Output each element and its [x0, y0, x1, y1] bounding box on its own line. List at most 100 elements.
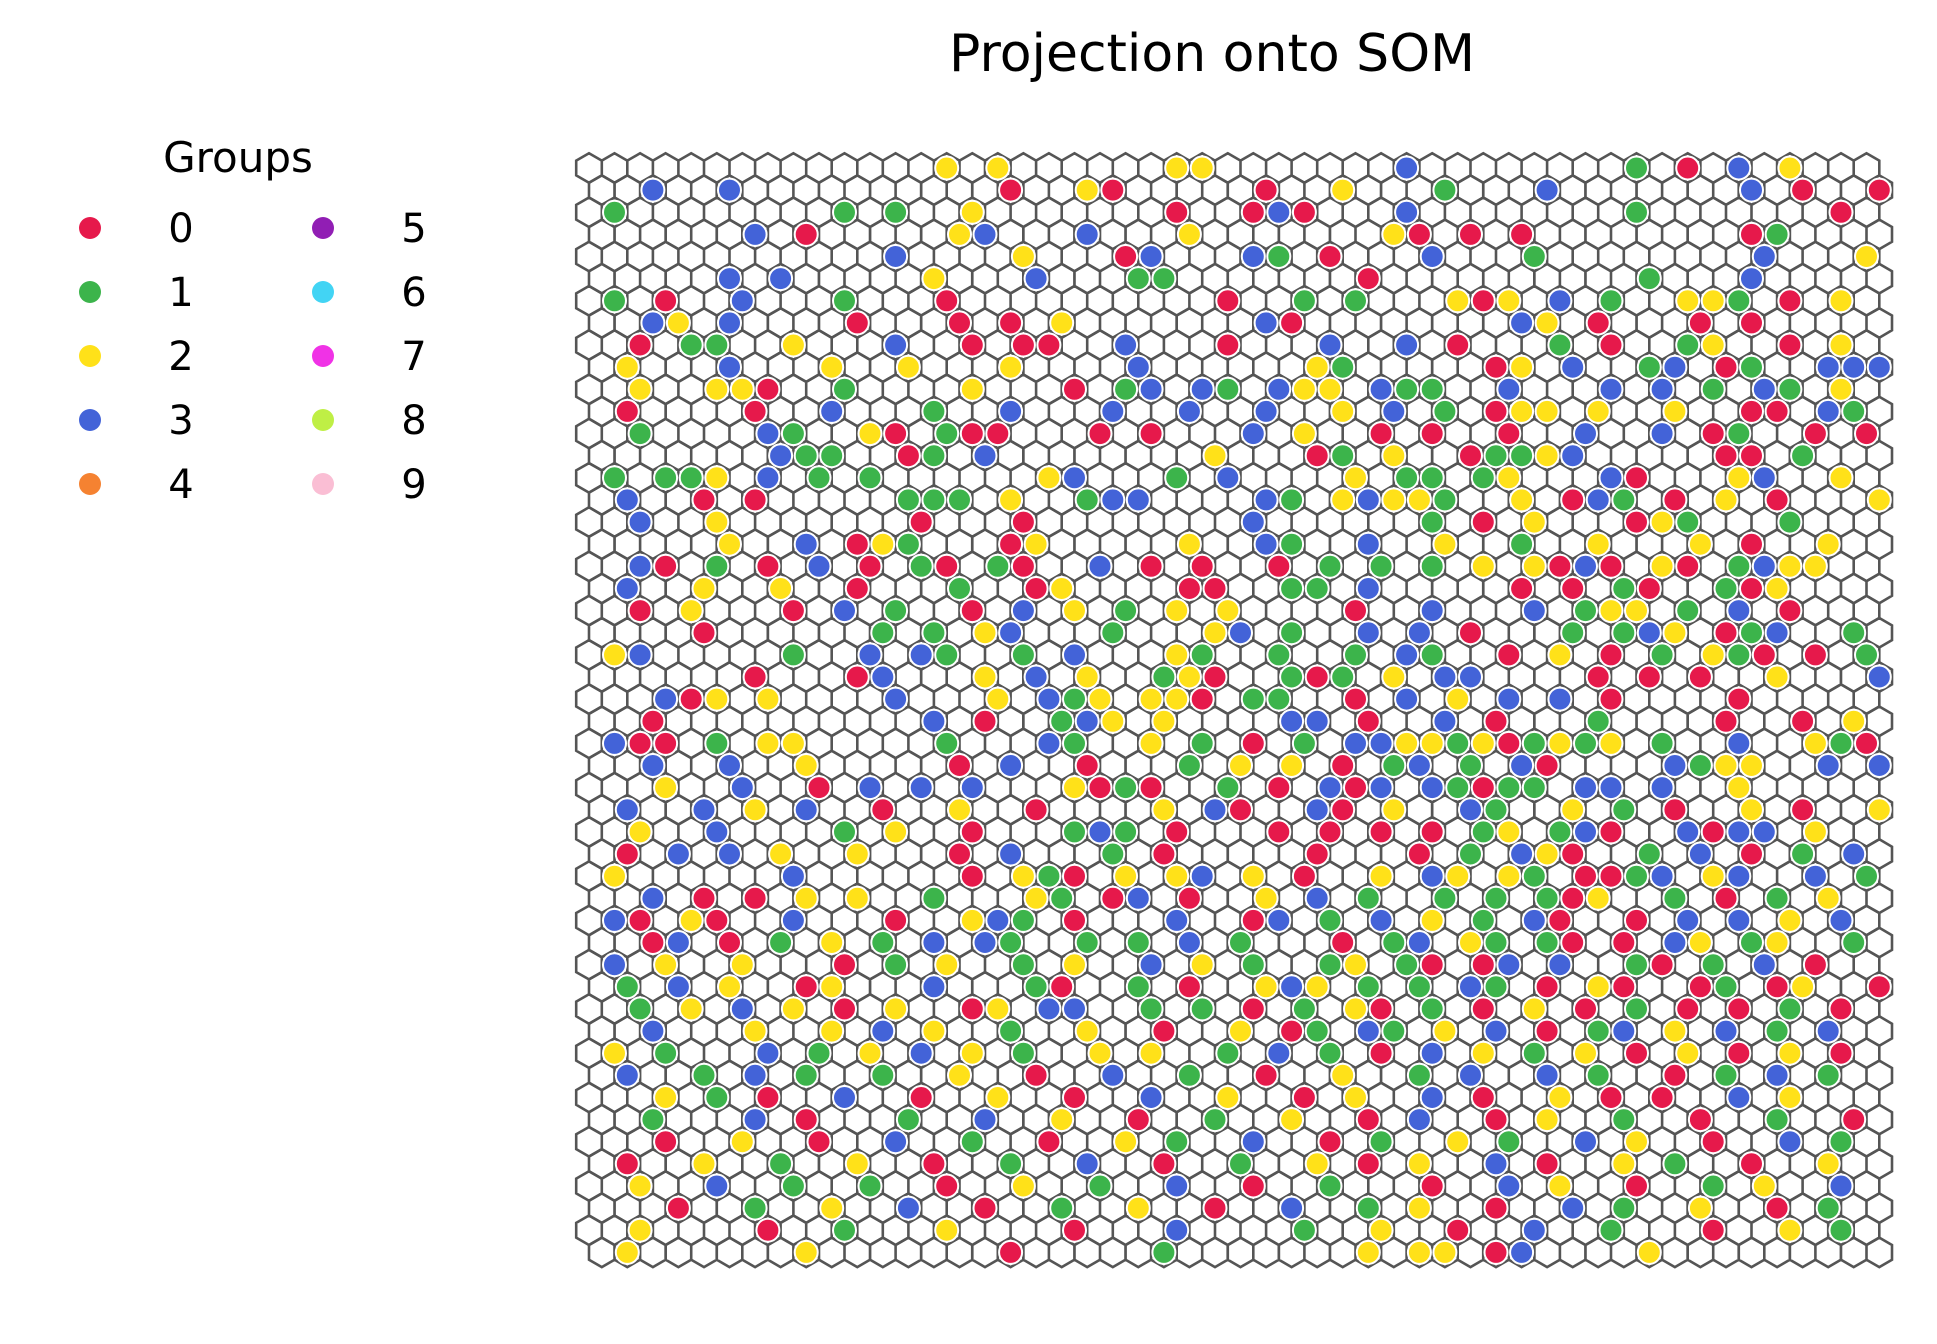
data-point-group-2	[1815, 885, 1841, 911]
data-point-group-2	[678, 598, 704, 624]
data-point-group-3	[665, 930, 691, 955]
data-point-group-0	[1687, 310, 1713, 336]
data-point-group-0	[972, 1195, 998, 1221]
data-point-group-1	[1521, 730, 1547, 756]
data-point-group-3	[1458, 797, 1483, 823]
data-point-group-1	[1509, 443, 1535, 469]
data-point-group-2	[602, 863, 627, 889]
data-point-group-2	[1585, 974, 1611, 1000]
data-point-group-1	[1675, 509, 1701, 535]
data-point-group-3	[1304, 885, 1330, 911]
data-point-group-1	[883, 199, 909, 225]
data-point-group-2	[1509, 398, 1535, 424]
data-point-group-1	[1624, 199, 1649, 225]
data-point-group-3	[1253, 310, 1279, 336]
data-point-group-3	[1636, 620, 1662, 646]
data-point-group-0	[1713, 354, 1739, 380]
data-point-group-2	[1138, 730, 1164, 756]
data-point-group-1	[1700, 1173, 1726, 1199]
data-points	[602, 155, 1892, 1265]
data-point-group-3	[1343, 730, 1368, 756]
data-point-group-2	[1419, 730, 1445, 756]
data-point-group-2	[921, 266, 947, 292]
data-point-group-3	[729, 996, 755, 1022]
data-point-group-0	[1138, 775, 1164, 801]
data-point-group-1	[1458, 841, 1483, 867]
data-point-group-3	[768, 443, 794, 469]
data-point-group-0	[959, 863, 985, 889]
data-point-group-1	[1087, 1173, 1113, 1199]
data-point-group-0	[1624, 907, 1649, 933]
data-point-group-3	[1036, 686, 1062, 712]
data-point-group-0	[627, 730, 653, 756]
data-point-group-3	[1815, 753, 1841, 778]
data-point-group-0	[1675, 553, 1701, 579]
data-point-group-3	[1304, 797, 1330, 823]
data-point-group-3	[1279, 974, 1305, 1000]
data-point-group-0	[1547, 907, 1573, 933]
data-point-group-2	[1700, 332, 1726, 358]
data-point-group-0	[959, 819, 985, 845]
data-point-group-2	[1739, 797, 1764, 823]
data-point-group-2	[1113, 1129, 1139, 1155]
data-point-group-3	[1521, 907, 1547, 933]
hex-grid	[574, 151, 1894, 1269]
data-point-group-3	[1815, 1018, 1841, 1044]
data-point-group-2	[1828, 376, 1854, 402]
data-point-group-1	[895, 1107, 921, 1133]
data-point-group-2	[1074, 1018, 1100, 1044]
data-point-group-1	[1394, 465, 1420, 491]
data-point-group-2	[1176, 664, 1202, 690]
data-point-group-0	[1445, 1217, 1471, 1243]
data-point-group-1	[1189, 642, 1215, 668]
data-point-group-2	[742, 1018, 768, 1044]
data-point-group-0	[1777, 332, 1803, 358]
data-point-group-0	[1802, 642, 1828, 668]
data-point-group-2	[1700, 642, 1726, 668]
data-point-group-3	[857, 642, 883, 668]
data-point-group-1	[1585, 708, 1611, 734]
data-point-group-3	[883, 244, 909, 269]
data-point-group-2	[1726, 465, 1752, 491]
data-point-group-3	[1279, 1195, 1305, 1221]
data-point-group-1	[895, 531, 921, 557]
data-point-group-0	[1049, 974, 1075, 1000]
data-point-group-1	[1419, 465, 1445, 491]
data-point-group-2	[1521, 996, 1547, 1022]
data-point-group-3	[1509, 841, 1535, 867]
data-point-group-0	[1291, 199, 1317, 225]
data-point-group-0	[1470, 775, 1496, 801]
data-point-group-0	[1675, 996, 1701, 1022]
data-point-group-0	[1611, 974, 1637, 1000]
data-point-group-1	[1841, 398, 1867, 424]
data-point-group-1	[1062, 730, 1087, 756]
data-point-group-1	[1726, 642, 1752, 668]
data-point-group-0	[1828, 996, 1854, 1022]
data-point-group-0	[1355, 1107, 1381, 1133]
data-point-group-2	[1049, 576, 1075, 601]
data-point-group-0	[1713, 443, 1739, 469]
data-point-group-3	[755, 1040, 781, 1066]
data-point-group-1	[934, 421, 960, 447]
data-point-group-1	[934, 642, 960, 668]
data-point-group-2	[1777, 1085, 1803, 1110]
data-point-group-1	[1675, 598, 1701, 624]
data-point-group-0	[1700, 421, 1726, 447]
data-point-group-1	[1624, 155, 1649, 181]
data-point-group-0	[1240, 996, 1266, 1022]
data-point-group-3	[1023, 664, 1049, 690]
data-point-group-2	[1087, 686, 1113, 712]
data-point-group-2	[768, 841, 794, 867]
data-point-group-2	[1406, 1151, 1432, 1177]
data-point-group-1	[1343, 642, 1368, 668]
data-point-group-3	[1394, 199, 1420, 225]
data-point-group-1	[1739, 620, 1764, 646]
data-point-group-2	[1764, 664, 1790, 690]
data-point-group-0	[1483, 1239, 1509, 1265]
data-point-group-3	[1266, 199, 1292, 225]
data-point-group-3	[1841, 841, 1867, 867]
data-point-group-1	[1368, 553, 1394, 579]
data-point-group-3	[1406, 1107, 1432, 1133]
data-point-group-0	[1739, 443, 1764, 469]
data-point-group-3	[1355, 487, 1381, 513]
